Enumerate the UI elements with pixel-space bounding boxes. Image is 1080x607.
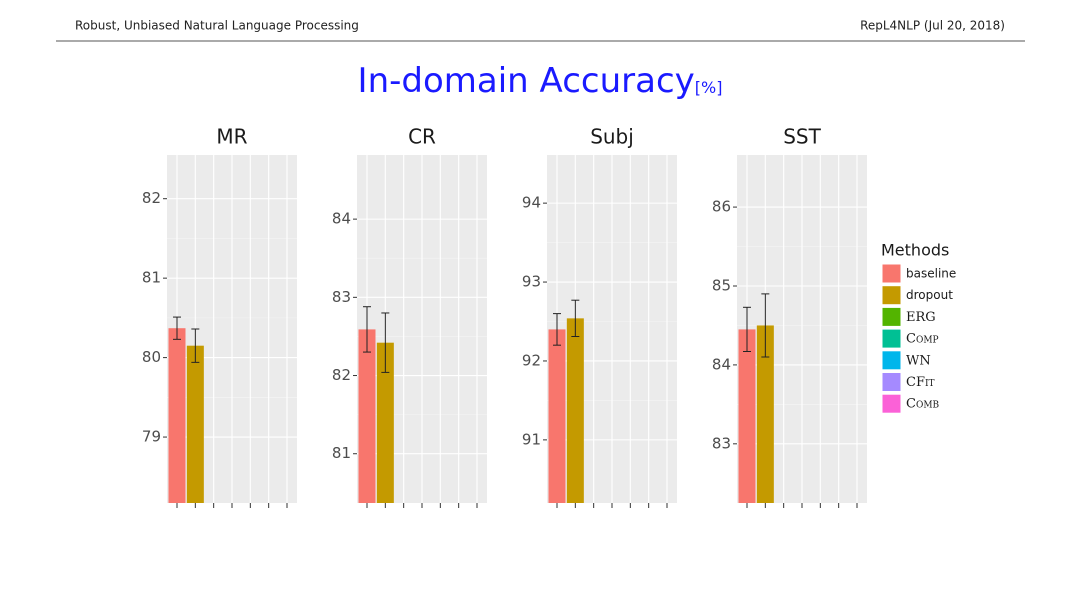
error-bar <box>173 316 181 340</box>
error-bar <box>743 306 751 352</box>
y-tick-label: 84 <box>712 355 731 373</box>
y-tick-label: 83 <box>712 434 731 452</box>
legend-key <box>881 350 902 371</box>
legend-label: baseline <box>906 267 956 281</box>
bar <box>756 325 774 503</box>
y-tick-label: 86 <box>712 198 731 216</box>
legend-label: CFit <box>906 375 935 390</box>
legend-key <box>881 306 902 327</box>
legend-key <box>881 263 902 284</box>
header-right: RepL4NLP (Jul 20, 2018) <box>860 19 1005 33</box>
error-bar <box>553 313 561 346</box>
error-bar <box>191 328 200 363</box>
legend-label: Comp <box>906 332 939 347</box>
legend-key <box>881 285 902 306</box>
y-tick-label: 93 <box>522 273 541 291</box>
bar <box>376 342 394 503</box>
panel-title: MR <box>216 125 247 149</box>
bar <box>738 329 756 503</box>
y-tick-label: 92 <box>522 351 541 369</box>
legend-label: dropout <box>906 288 953 302</box>
error-bar <box>363 306 371 353</box>
bar <box>566 318 584 503</box>
y-tick-label: 81 <box>142 269 161 287</box>
header-left: Robust, Unbiased Natural Language Proces… <box>75 19 359 33</box>
y-tick-label: 83 <box>332 288 351 306</box>
y-tick-label: 85 <box>712 276 731 294</box>
panel-title: CR <box>408 125 436 149</box>
bar <box>168 328 186 503</box>
y-tick-label: 84 <box>332 210 351 228</box>
error-bar <box>381 312 390 373</box>
y-tick-label: 79 <box>142 428 161 446</box>
legend-key <box>881 393 902 414</box>
y-tick-label: 82 <box>142 189 161 207</box>
y-tick-label: 91 <box>522 430 541 448</box>
legend-label: WN <box>906 353 931 368</box>
panel-title: Subj <box>590 125 634 149</box>
y-tick-label: 80 <box>142 348 161 366</box>
bar <box>358 329 376 503</box>
y-tick-label: 94 <box>522 194 541 212</box>
title-main: In-domain Accuracy <box>358 61 695 101</box>
legend-key <box>881 328 902 349</box>
slide-title: In-domain Accuracy[%] <box>358 61 723 101</box>
legend-key <box>881 372 902 392</box>
bar <box>186 345 204 503</box>
bar <box>548 329 566 503</box>
legend-title: Methods <box>881 241 949 260</box>
legend-label: Comb <box>906 397 940 412</box>
y-tick-label: 82 <box>332 366 351 384</box>
error-bar <box>761 293 770 358</box>
error-bar <box>571 299 580 337</box>
panel-title: SST <box>783 125 821 149</box>
legend-label: ERG <box>906 310 936 325</box>
title-unit: [%] <box>695 78 723 97</box>
y-tick-label: 81 <box>332 444 351 462</box>
